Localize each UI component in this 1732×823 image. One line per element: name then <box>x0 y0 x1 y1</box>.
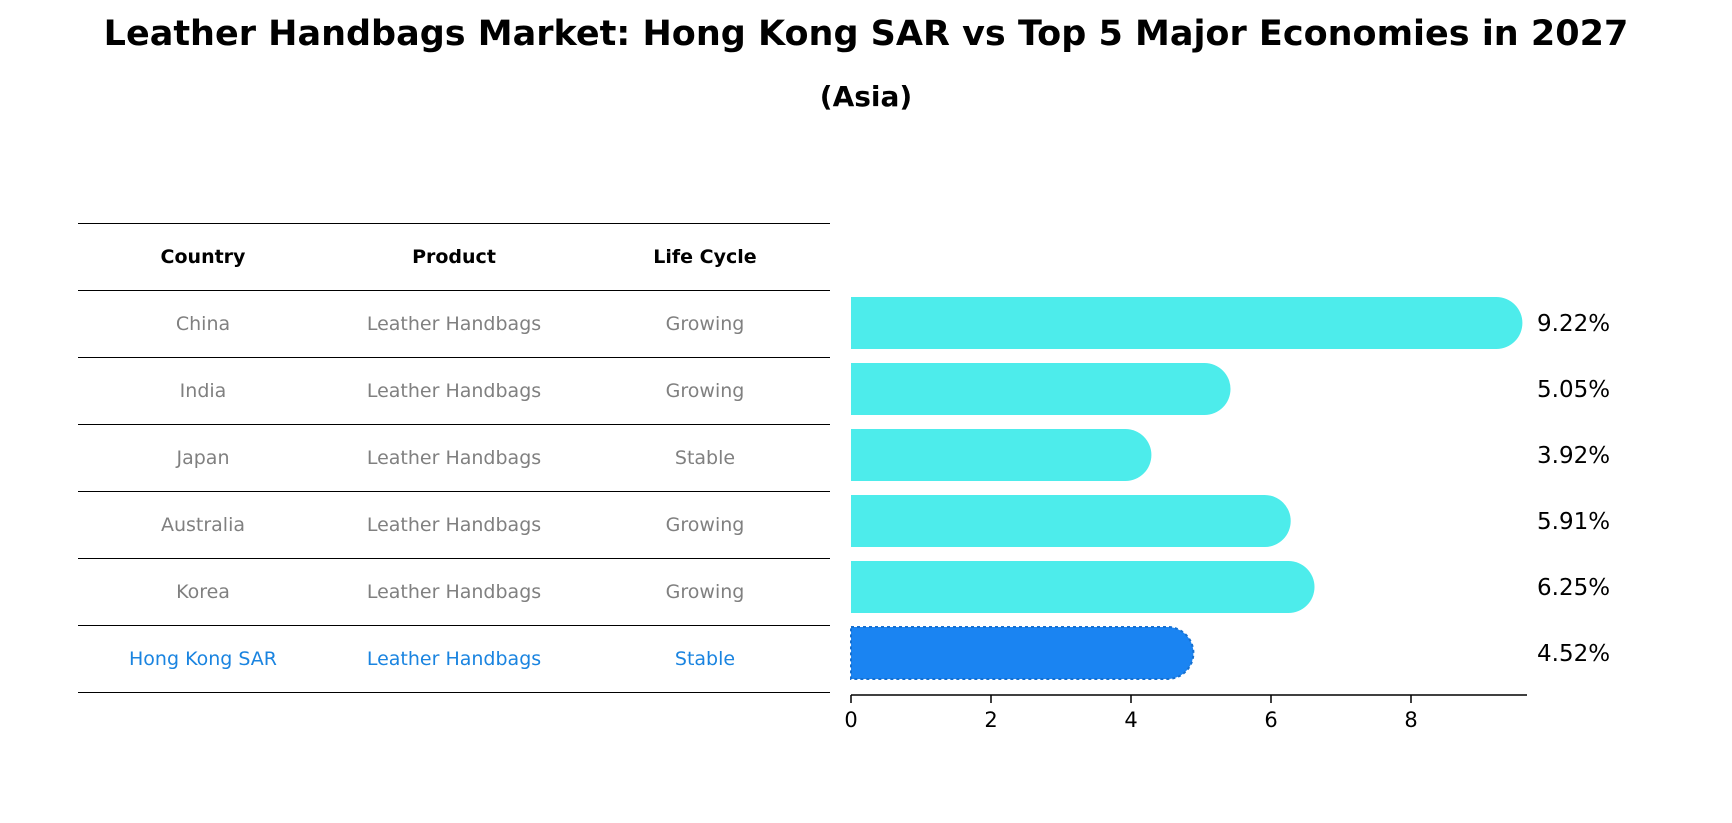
bar-value-label: 9.22% <box>1537 311 1610 337</box>
cell-product: Leather Handbags <box>366 313 542 335</box>
header-product: Product <box>412 246 496 268</box>
table-header-row: Country Product Life Cycle <box>78 223 830 290</box>
bar-value-label: 3.92% <box>1537 443 1610 469</box>
table-row: India Leather Handbags Growing <box>78 357 830 424</box>
cell-life-cycle: Growing <box>665 313 745 335</box>
bar-value-label: 4.52% <box>1537 641 1610 667</box>
table-row-highlight: Hong Kong SAR Leather Handbags Stable <box>78 625 830 693</box>
table-row: Korea Leather Handbags Growing <box>78 558 830 625</box>
cell-life-cycle: Growing <box>665 581 745 603</box>
cell-life-cycle: Growing <box>665 514 745 536</box>
cell-country: Australia <box>160 514 246 536</box>
cell-country: Hong Kong SAR <box>129 648 277 670</box>
x-tick-label: 2 <box>984 708 997 732</box>
cell-country: India <box>179 380 227 402</box>
chart-subtitle: (Asia) <box>819 80 913 113</box>
x-tick-label: 4 <box>1124 708 1137 732</box>
cell-product: Leather Handbags <box>366 447 542 469</box>
chart-title: Leather Handbags Market: Hong Kong SAR v… <box>103 14 1629 54</box>
cell-life-cycle: Growing <box>665 380 745 402</box>
bar-value-label: 5.05% <box>1537 377 1610 403</box>
cell-product: Leather Handbags <box>366 380 542 402</box>
data-table: Country Product Life Cycle China Leather… <box>78 223 830 693</box>
bar-value-label: 6.25% <box>1537 575 1610 601</box>
table-row: Australia Leather Handbags Growing <box>78 491 830 558</box>
bar <box>851 561 1315 613</box>
cell-product: Leather Handbags <box>366 648 542 670</box>
header-country: Country <box>160 246 246 268</box>
bar <box>851 363 1231 415</box>
bar <box>851 297 1523 349</box>
header-life-cycle: Life Cycle <box>653 246 757 268</box>
x-tick-label: 8 <box>1404 708 1417 732</box>
cell-country: Korea <box>176 581 230 603</box>
cell-life-cycle: Stable <box>674 447 736 469</box>
table-row: Japan Leather Handbags Stable <box>78 424 830 491</box>
x-tick-label: 6 <box>1264 708 1277 732</box>
x-tick-label: 0 <box>844 708 857 732</box>
bar <box>851 495 1291 547</box>
bar-value-label: 5.91% <box>1537 509 1610 535</box>
cell-country: China <box>175 313 231 335</box>
cell-life-cycle: Stable <box>674 648 736 670</box>
cell-country: Japan <box>176 447 230 469</box>
bar-highlight <box>850 626 1195 680</box>
table-row: China Leather Handbags Growing <box>78 290 830 357</box>
bar <box>851 429 1152 481</box>
cell-product: Leather Handbags <box>366 581 542 603</box>
cell-product: Leather Handbags <box>366 514 542 536</box>
